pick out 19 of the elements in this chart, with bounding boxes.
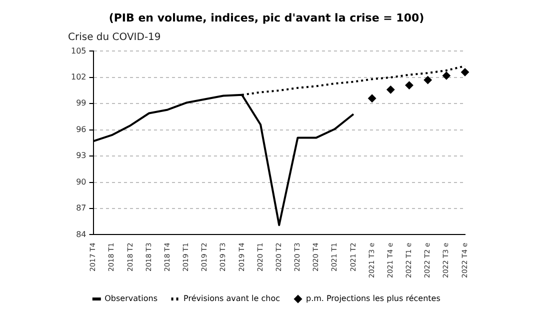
chart-title: (PIB en volume, indices, pic d'avant la crise = 100) [108,11,424,24]
y-tick-label: 87 [76,204,86,213]
y-tick-label: 93 [76,151,86,160]
chart-subtitle: Crise du COVID-19 [68,32,161,43]
point [424,76,432,84]
y-tick-label: 90 [76,177,86,186]
y-tick-label: 84 [76,230,86,239]
y-tick-label: 96 [76,124,86,134]
point [442,72,450,80]
point [405,81,414,90]
legend-label: Observations [104,294,158,304]
point [368,94,376,102]
legend-label: p.m. Projections les plus récentes [306,294,440,304]
point [461,68,469,76]
y-tick-label: 105 [70,46,86,56]
legend-label: Prévisions avant le choc [184,294,280,304]
y-tick-label: 102 [70,72,86,82]
point [386,86,395,94]
y-tick-label: 99 [76,98,86,108]
